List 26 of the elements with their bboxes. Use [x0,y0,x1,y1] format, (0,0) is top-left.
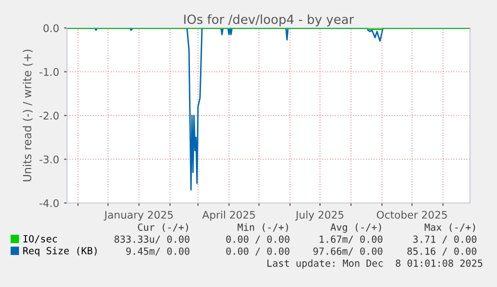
x-tick-label: January 2025 [104,210,173,221]
y-tick-label: -3.0 [40,155,59,164]
text: 85.16 / 0.00 [407,247,476,256]
text: 3.71 / 0.00 [413,235,476,244]
text: 833.33u/ 0.00 [114,235,190,244]
text: 1.67m/ 0.00 [320,235,382,244]
x-tick-label: July 2025 [295,210,344,221]
legend-label: Req Size (KB) [23,246,97,256]
text: 0.00 / 0.00 [226,247,290,256]
y-tick-label: -4.0 [40,199,59,208]
text: Min (-/+) [238,223,288,232]
legend-label: IO/sec [24,235,57,244]
text: 97.66m/ 0.00 [313,247,382,256]
text: 9.45m/ 0.00 [126,247,190,256]
y-axis-title: Units read (-) / write (+) [22,50,33,182]
y-tick-label: -2.0 [40,112,59,120]
x-tick-label: October 2025 [376,210,447,219]
text: Cur (-/+) [138,223,188,232]
x-tick-label: April 2025 [202,210,255,221]
text: Max (-/+) [424,223,475,232]
text: Last update: Mon Dec 8 01:01:08 2025 [267,259,482,269]
y-tick-label: -1.0 [40,68,59,76]
chart-title: IOs for /dev/loop4 - by year [184,14,354,26]
text: Avg (-/+) [330,223,381,233]
y-tick-label: 0.0 [43,24,59,32]
text: 0.00 / 0.00 [226,235,290,244]
